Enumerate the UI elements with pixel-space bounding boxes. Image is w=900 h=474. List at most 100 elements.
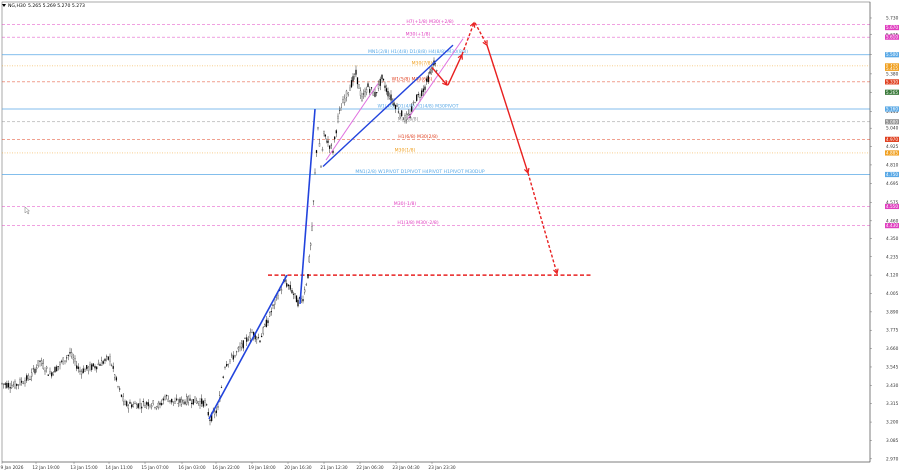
candle-body xyxy=(382,78,385,81)
candle-body xyxy=(54,366,56,373)
candle-body xyxy=(323,130,325,134)
candle-body xyxy=(365,89,368,93)
forecast-arrow-1-head xyxy=(442,80,448,87)
candle-body xyxy=(171,398,173,403)
time-axis-label: 16 Jan 03:00 xyxy=(178,465,205,471)
candle-body xyxy=(82,368,84,373)
time-axis-label: 16 Jan 22:00 xyxy=(212,465,239,471)
candle-body xyxy=(267,320,269,324)
candle-body xyxy=(269,312,271,317)
candle-body xyxy=(64,360,66,362)
candle-body xyxy=(109,356,111,362)
candle-body xyxy=(31,372,33,377)
candle-body xyxy=(12,384,14,386)
candle-body xyxy=(249,332,251,339)
price-tag-label: 4.885 xyxy=(886,150,898,155)
candle-body xyxy=(110,364,113,366)
forecast-arrow-2 xyxy=(447,54,463,86)
price-tag xyxy=(885,203,899,210)
candle-body xyxy=(426,78,428,82)
candle-body xyxy=(174,401,176,404)
price-axis-tick-label: 4.810 xyxy=(886,162,899,168)
price-axis-tick-label: 5.145 xyxy=(886,109,899,115)
murrey-level-label: M30(-1/8) xyxy=(394,201,417,207)
candle-body xyxy=(176,398,178,401)
candle-body xyxy=(289,285,291,290)
price-axis-tick-label: 5.380 xyxy=(886,71,899,77)
time-axis-label: 20 Jan 16:30 xyxy=(284,465,311,471)
candle-body xyxy=(44,370,46,372)
candle-body xyxy=(321,149,324,151)
candle-body xyxy=(310,243,312,246)
candle-body xyxy=(141,406,143,409)
candle-body xyxy=(26,375,28,381)
candle-body xyxy=(304,289,306,293)
murrey-level-label: MN1(2/8) H1(4/8) D1(8/8) H4(8/8) M30(8/8… xyxy=(368,49,468,55)
candle-body xyxy=(227,363,229,365)
price-axis-tick-label: 3.660 xyxy=(886,346,899,352)
candle-body xyxy=(92,363,94,367)
candle-body xyxy=(369,89,371,93)
candle-body xyxy=(194,396,196,403)
candle-body xyxy=(416,94,418,101)
candle-body xyxy=(259,340,261,343)
candle-body xyxy=(104,358,106,362)
candle-body xyxy=(139,403,141,406)
price-axis-tick-label: 4.120 xyxy=(886,273,899,279)
candle-body xyxy=(206,404,208,406)
candle-body xyxy=(251,332,253,333)
candle-body xyxy=(264,324,266,327)
candle-body xyxy=(421,90,423,97)
trend-line-up-3 xyxy=(322,44,454,168)
candle-body xyxy=(184,401,186,405)
time-axis-label: 22 Jan 06:30 xyxy=(356,465,383,471)
price-tag-label: 5.610 xyxy=(886,35,898,40)
candle-body xyxy=(277,295,279,299)
candle-body xyxy=(262,327,264,334)
candle-body xyxy=(41,360,43,364)
candle-body xyxy=(402,118,404,120)
candle-body xyxy=(286,283,288,287)
candle-body xyxy=(377,84,380,89)
candle-body xyxy=(191,402,193,405)
price-axis-tick-label: 4.460 xyxy=(886,218,899,224)
candle-body xyxy=(234,355,236,358)
candle-body xyxy=(291,289,293,294)
price-axis-tick-label: 4.695 xyxy=(886,181,899,187)
candle-body xyxy=(353,74,356,77)
candle-body xyxy=(96,366,98,370)
price-axis-tick-label: 3.890 xyxy=(886,309,899,315)
candle-body xyxy=(22,382,24,384)
price-tag-label: 4.970 xyxy=(886,137,898,142)
candle-body xyxy=(177,402,179,404)
candle-body xyxy=(112,366,114,369)
candle-body xyxy=(308,256,310,263)
candle-body xyxy=(159,402,161,405)
candle-body xyxy=(260,335,263,338)
murrey-level-label: W1(5/8) M30(6/8) xyxy=(392,76,433,82)
candle-body xyxy=(358,84,360,89)
candle-body xyxy=(242,340,244,349)
price-tag xyxy=(885,79,899,85)
expand-triangle-icon[interactable] xyxy=(2,4,6,7)
candle-body xyxy=(349,87,351,91)
price-tag xyxy=(885,106,899,112)
time-axis-label: 12 Jan 19:00 xyxy=(32,465,59,471)
candle-body xyxy=(120,394,123,397)
time-axis-label: 23 Jan 23:30 xyxy=(428,465,455,471)
candle-body xyxy=(101,360,103,366)
candle-body xyxy=(179,398,181,403)
candle-body xyxy=(372,91,374,96)
candle-body xyxy=(385,88,388,92)
candle-body xyxy=(84,369,86,372)
candle-body xyxy=(156,406,158,409)
candle-body xyxy=(270,311,272,313)
candle-body xyxy=(265,319,268,328)
candle-body xyxy=(318,143,321,147)
murrey-level-label: M30(1/8) xyxy=(395,147,416,153)
candle-body xyxy=(387,91,389,97)
candle-body xyxy=(374,91,376,97)
candle-body xyxy=(151,405,153,408)
candle-body xyxy=(237,347,239,350)
